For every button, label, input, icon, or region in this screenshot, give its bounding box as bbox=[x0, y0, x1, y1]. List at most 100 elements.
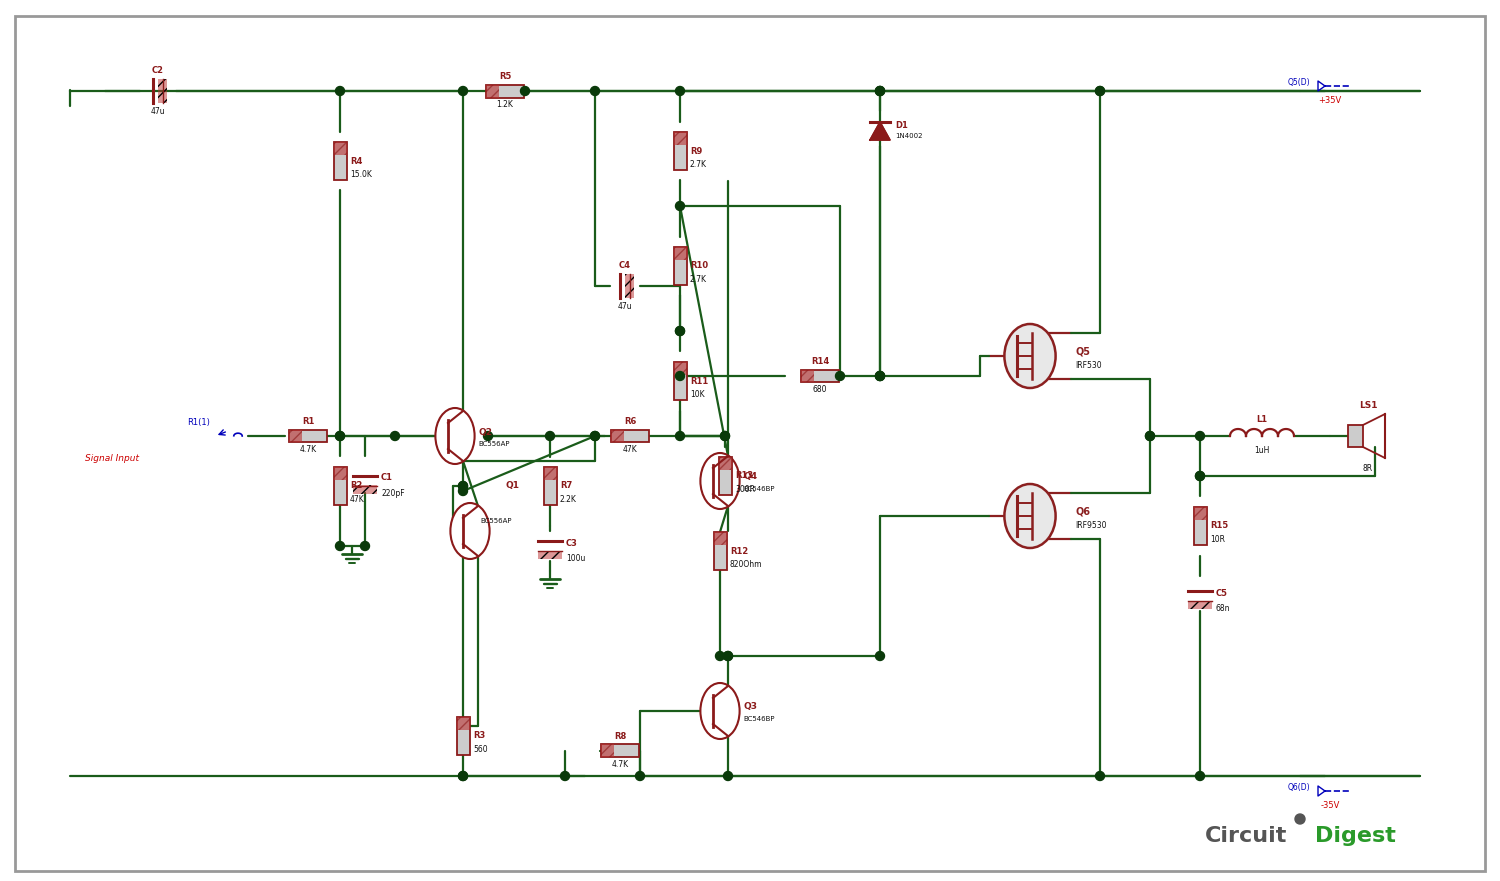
Circle shape bbox=[723, 772, 732, 781]
Text: R1(1): R1(1) bbox=[188, 418, 210, 427]
Bar bbox=[333, 467, 346, 505]
Text: R2: R2 bbox=[350, 482, 363, 491]
Ellipse shape bbox=[1005, 484, 1056, 548]
Circle shape bbox=[876, 372, 885, 381]
Bar bbox=[333, 467, 346, 480]
Bar bbox=[538, 551, 562, 559]
Ellipse shape bbox=[435, 408, 474, 464]
Bar bbox=[602, 744, 615, 758]
Circle shape bbox=[459, 772, 468, 781]
Text: 10R: 10R bbox=[1210, 535, 1225, 544]
Text: 47K: 47K bbox=[350, 495, 364, 504]
Bar bbox=[543, 467, 556, 480]
Text: 2.7K: 2.7K bbox=[690, 275, 706, 284]
Circle shape bbox=[1095, 772, 1104, 781]
Text: -35V: -35V bbox=[1320, 801, 1340, 810]
Bar bbox=[1194, 507, 1206, 545]
Circle shape bbox=[720, 432, 729, 440]
Text: BC556AP: BC556AP bbox=[478, 441, 510, 447]
Bar bbox=[674, 362, 687, 375]
Circle shape bbox=[591, 86, 600, 95]
Bar bbox=[486, 85, 500, 98]
Text: Digest: Digest bbox=[1316, 826, 1396, 846]
Circle shape bbox=[716, 652, 724, 661]
Bar bbox=[290, 430, 303, 442]
Text: 1uH: 1uH bbox=[1254, 446, 1269, 455]
Polygon shape bbox=[870, 122, 889, 140]
Text: IRF530: IRF530 bbox=[1076, 361, 1102, 371]
Text: Q1: Q1 bbox=[506, 482, 519, 491]
Circle shape bbox=[836, 372, 844, 381]
Ellipse shape bbox=[700, 683, 740, 739]
Text: BC556AP: BC556AP bbox=[480, 518, 512, 524]
Bar bbox=[674, 132, 687, 145]
Circle shape bbox=[723, 652, 732, 661]
Circle shape bbox=[520, 86, 530, 95]
Circle shape bbox=[591, 432, 600, 440]
Circle shape bbox=[1196, 772, 1204, 781]
Text: R12: R12 bbox=[730, 546, 748, 556]
Text: 220pF: 220pF bbox=[381, 489, 405, 498]
Circle shape bbox=[360, 542, 369, 551]
Circle shape bbox=[876, 86, 885, 95]
Circle shape bbox=[1196, 432, 1204, 440]
Text: D1: D1 bbox=[896, 122, 908, 130]
Text: C4: C4 bbox=[620, 261, 632, 270]
Text: 15.0K: 15.0K bbox=[350, 170, 372, 179]
Text: R11: R11 bbox=[690, 376, 708, 386]
Bar bbox=[674, 247, 687, 285]
Bar bbox=[801, 369, 838, 382]
Bar bbox=[714, 532, 726, 545]
Text: 4.7K: 4.7K bbox=[300, 445, 316, 454]
Text: 100u: 100u bbox=[566, 554, 585, 563]
Bar bbox=[333, 142, 346, 155]
Circle shape bbox=[1294, 814, 1305, 824]
Circle shape bbox=[483, 432, 492, 440]
Circle shape bbox=[459, 486, 468, 495]
Text: BC546BP: BC546BP bbox=[742, 716, 774, 722]
Text: 300R: 300R bbox=[735, 485, 754, 494]
Text: BC546BP: BC546BP bbox=[742, 486, 774, 492]
Circle shape bbox=[675, 432, 684, 440]
Bar bbox=[602, 744, 639, 758]
Circle shape bbox=[459, 482, 468, 491]
Text: R6: R6 bbox=[624, 417, 636, 426]
Circle shape bbox=[675, 327, 684, 336]
Bar bbox=[158, 79, 166, 103]
Circle shape bbox=[1196, 471, 1204, 480]
Circle shape bbox=[336, 542, 345, 551]
Circle shape bbox=[675, 86, 684, 95]
Text: Circuit: Circuit bbox=[1204, 826, 1287, 846]
Circle shape bbox=[336, 86, 345, 95]
Text: R1: R1 bbox=[302, 417, 313, 426]
Text: Signal Input: Signal Input bbox=[86, 454, 140, 463]
Circle shape bbox=[390, 432, 399, 440]
Bar bbox=[1348, 425, 1364, 447]
Bar bbox=[610, 430, 624, 442]
Text: R13: R13 bbox=[735, 471, 753, 480]
Text: 820Ohm: 820Ohm bbox=[730, 560, 762, 569]
Circle shape bbox=[876, 372, 885, 381]
Text: 4.7K: 4.7K bbox=[612, 760, 628, 769]
Circle shape bbox=[876, 652, 885, 661]
Text: 10K: 10K bbox=[690, 390, 705, 399]
Bar bbox=[714, 532, 726, 570]
Text: R9: R9 bbox=[690, 146, 702, 156]
Text: R7: R7 bbox=[560, 482, 573, 491]
Circle shape bbox=[720, 432, 729, 440]
Circle shape bbox=[1146, 432, 1155, 440]
Bar bbox=[456, 717, 470, 755]
Text: Q6: Q6 bbox=[1076, 506, 1090, 516]
Text: C3: C3 bbox=[566, 538, 578, 547]
Bar bbox=[626, 274, 634, 298]
Bar bbox=[610, 430, 650, 442]
Text: Q5: Q5 bbox=[1076, 346, 1090, 356]
Text: Q3: Q3 bbox=[742, 702, 758, 712]
Text: LS1: LS1 bbox=[1359, 401, 1377, 410]
Circle shape bbox=[636, 772, 645, 781]
Text: 68n: 68n bbox=[1216, 604, 1230, 613]
Circle shape bbox=[876, 86, 885, 95]
Text: Q5(D): Q5(D) bbox=[1287, 78, 1310, 87]
Text: C1: C1 bbox=[381, 473, 393, 483]
Circle shape bbox=[459, 482, 468, 491]
